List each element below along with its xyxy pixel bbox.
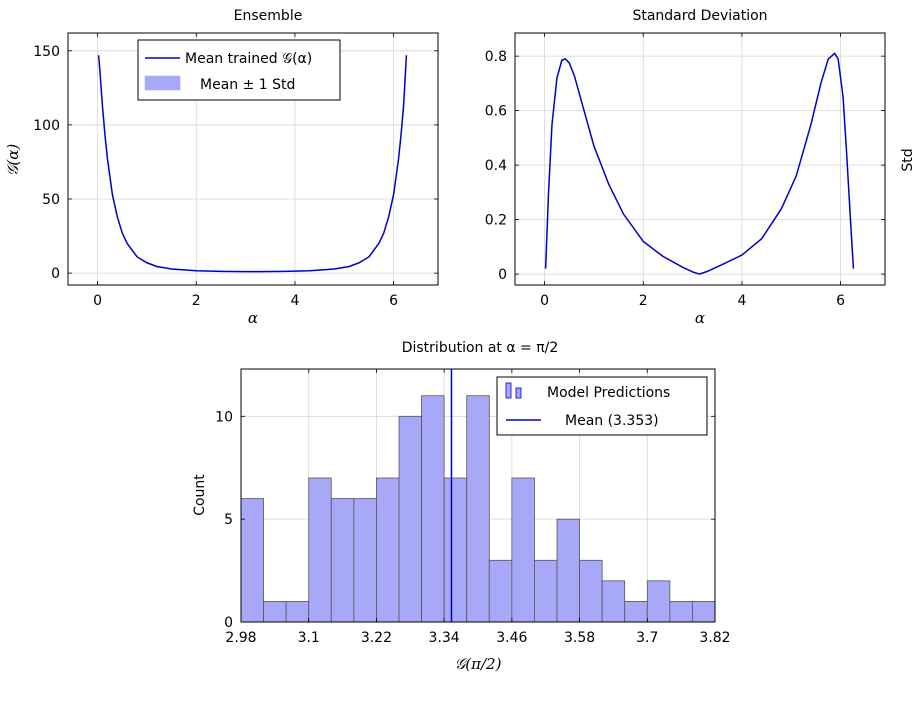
histogram-bar — [511, 477, 535, 623]
distribution-legend: Model Predictions Mean (3.353) — [496, 376, 708, 436]
histogram-bar — [376, 477, 400, 623]
histogram-bar — [421, 395, 445, 623]
ensemble-xlabel: α — [248, 309, 258, 327]
x-tick-label: 6 — [389, 293, 398, 309]
ensemble-legend: Mean trained 𝒢(α) Mean ± 1 Std — [137, 39, 341, 101]
y-tick-label: 0.8 — [485, 49, 507, 65]
histogram-bar — [285, 601, 310, 623]
x-tick-label: 0 — [540, 293, 549, 309]
y-tick-label: 100 — [33, 118, 60, 134]
x-tick-label: 3.58 — [564, 630, 595, 646]
x-tick-label: 4 — [290, 293, 299, 309]
ensemble-ticks: 0 2 4 6 0 50 100 150 — [33, 33, 438, 309]
std-title: Standard Deviation — [632, 8, 767, 24]
histogram-bar — [330, 498, 355, 623]
distribution-title: Distribution at α = π/2 — [402, 340, 559, 356]
legend-entry-mean: Mean trained 𝒢(α) — [185, 51, 312, 67]
histogram-bar — [624, 601, 648, 623]
legend-entry-mean-value: Mean (3.353) — [565, 413, 659, 429]
distribution-panel: Distribution at α = π/2 2.98 3.1 3.22 3.34 3… — [192, 340, 731, 673]
distribution-ylabel: Count — [192, 474, 208, 516]
ensemble-title: Ensemble — [234, 8, 303, 24]
x-tick-label: 2 — [639, 293, 648, 309]
y-tick-label: 150 — [33, 44, 60, 60]
histogram-bar — [692, 601, 716, 623]
std-xlabel: α — [695, 309, 705, 327]
distribution-frame — [240, 368, 716, 623]
legend-fill-swatch — [144, 75, 181, 91]
x-tick-label: 3.34 — [429, 630, 460, 646]
x-tick-label: 3.46 — [496, 630, 527, 646]
legend-entry-predictions: Model Predictions — [547, 385, 670, 401]
legend-bar-swatch — [515, 387, 522, 399]
histogram-bar — [579, 559, 603, 623]
x-tick-label: 2.98 — [225, 630, 256, 646]
histogram-bar — [556, 518, 580, 623]
histogram-bar — [308, 477, 332, 623]
histogram-bar — [488, 559, 513, 623]
std-grid — [515, 33, 885, 285]
x-tick-label: 6 — [836, 293, 845, 309]
histogram-bar — [263, 601, 287, 623]
y-tick-label: 10 — [215, 409, 233, 425]
y-tick-label: 0.2 — [485, 213, 507, 229]
y-tick-label: 5 — [224, 512, 233, 528]
histogram-bar — [240, 498, 264, 623]
y-tick-label: 50 — [42, 192, 60, 208]
std-ticks: 0 2 4 6 0 0.2 0.4 0.6 0.8 — [485, 33, 885, 309]
histogram-bars — [240, 395, 716, 623]
std-frame — [514, 32, 886, 286]
std-panel: Standard Deviation 0 2 4 6 0 0.2 0.4 0.6 0.8 α S… — [485, 8, 916, 327]
histogram-bar — [443, 477, 468, 623]
histogram-bar — [466, 395, 490, 623]
x-tick-label: 2 — [192, 293, 201, 309]
histogram-bar — [353, 498, 377, 623]
distribution-xlabel: 𝒢(π/2) — [455, 655, 502, 673]
histogram-bar — [601, 580, 626, 623]
x-tick-label: 3.1 — [298, 630, 320, 646]
std-ylabel: Std — [900, 148, 916, 171]
x-tick-label: 0 — [93, 293, 102, 309]
x-tick-label: 3.22 — [361, 630, 392, 646]
x-tick-label: 3.82 — [699, 630, 730, 646]
histogram-bar — [669, 601, 693, 623]
legend-entry-std: Mean ± 1 Std — [200, 77, 295, 93]
y-tick-label: 0.6 — [485, 104, 507, 120]
ensemble-ylabel: 𝒢(α) — [4, 144, 22, 177]
histogram-bar — [646, 580, 671, 623]
y-tick-label: 0 — [224, 615, 233, 631]
histogram-bar — [534, 559, 558, 623]
legend-bar-swatch — [505, 382, 512, 399]
std-line — [544, 52, 855, 275]
x-tick-label: 4 — [737, 293, 746, 309]
ensemble-panel: Ensemble 0 2 4 6 0 50 100 150 α 𝒢(α) Mean train… — [4, 8, 439, 327]
distribution-legend-box — [496, 376, 708, 436]
y-tick-label: 0.4 — [485, 158, 507, 174]
ensemble-frame — [67, 32, 439, 286]
x-tick-label: 3.7 — [636, 630, 658, 646]
y-tick-label: 0 — [498, 267, 507, 283]
histogram-bar — [398, 415, 422, 623]
ensemble-mean-line — [97, 55, 408, 273]
y-tick-label: 0 — [51, 266, 60, 282]
